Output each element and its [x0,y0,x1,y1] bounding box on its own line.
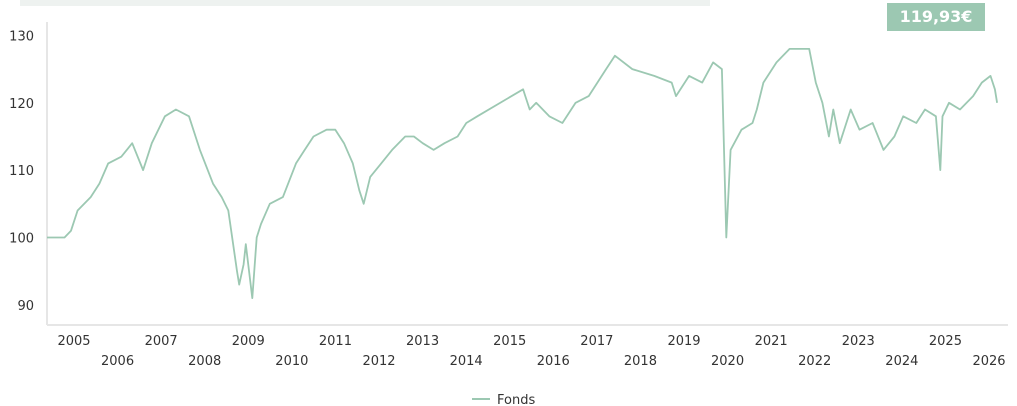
y-tick-label: 100 [9,231,34,246]
x-tick-label: 2007 [145,334,178,349]
series-line-fonds [47,48,998,300]
x-tick-label: 2019 [667,334,700,349]
x-tick-label: 2005 [57,334,90,349]
x-tick-label: 2023 [842,334,875,349]
x-tick-label: 2014 [450,354,483,369]
current-price-badge: 119,93€ [887,3,985,31]
x-tick-label: 2018 [624,354,657,369]
x-tick-label: 2006 [101,354,134,369]
y-tick-label: 120 [9,97,34,112]
x-tick-label: 2021 [755,334,788,349]
x-tick-label: 2010 [275,354,308,369]
y-tick-label: 90 [17,299,34,314]
y-tick-label: 110 [9,164,34,179]
x-tick-label: 2009 [232,334,265,349]
x-tick-label: 2022 [798,354,831,369]
plot-area [47,48,998,300]
x-tick-label: 2020 [711,354,744,369]
y-axis: 90 100 110 120 130 [9,22,48,325]
legend: Fonds [472,393,535,406]
x-tick-label: 2011 [319,334,352,349]
legend-label-fonds: Fonds [497,393,535,406]
x-tick-label: 2025 [929,334,962,349]
x-axis: 2005 2006 2007 2008 2009 2010 2011 2012 2013 2014… [47,324,1008,369]
x-tick-label: 2008 [188,354,221,369]
x-tick-label: 2013 [406,334,439,349]
top-panel-edge [20,0,710,6]
x-tick-label: 2026 [972,354,1005,369]
x-tick-label: 2024 [885,354,918,369]
x-tick-label: 2015 [493,334,526,349]
x-tick-label: 2012 [362,354,395,369]
x-tick-label: 2016 [537,354,570,369]
x-tick-label: 2017 [580,334,613,349]
y-tick-label: 130 [9,29,34,44]
